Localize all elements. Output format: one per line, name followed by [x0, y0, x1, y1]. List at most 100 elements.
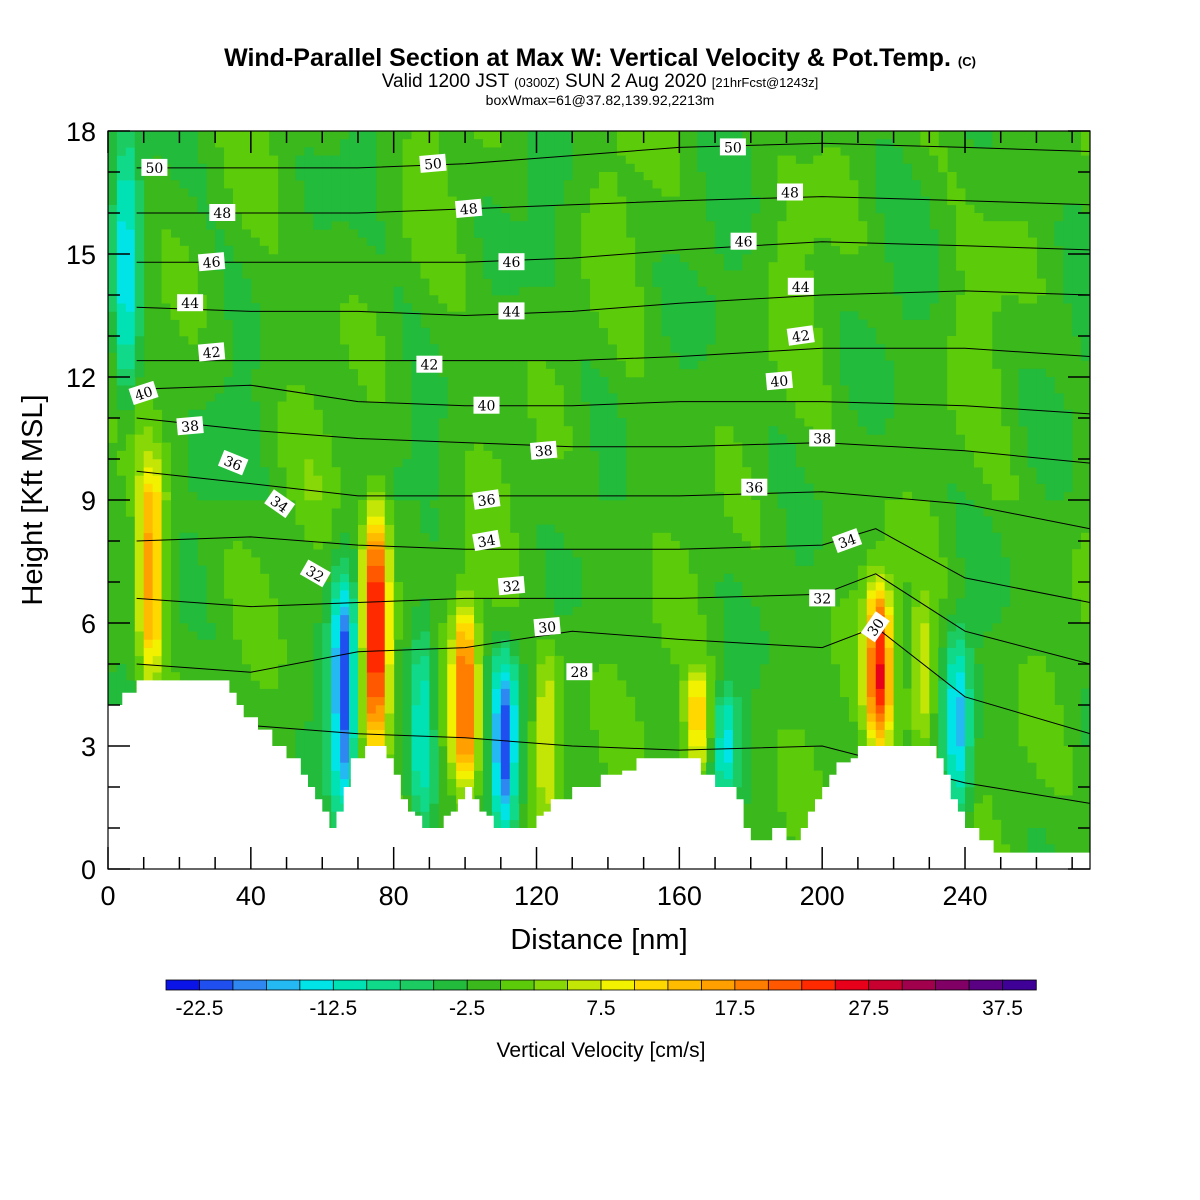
velocity-cell — [1018, 368, 1029, 427]
velocity-cell — [491, 672, 502, 689]
contour-label-box — [416, 355, 443, 373]
velocity-cell — [411, 606, 421, 640]
velocity-cell — [741, 467, 752, 542]
colorbar-swatch — [366, 979, 401, 991]
velocity-cell — [920, 131, 930, 148]
velocity-cell — [1036, 655, 1046, 780]
velocity-cell — [116, 180, 127, 222]
velocity-cell — [366, 672, 377, 698]
velocity-cell — [938, 647, 948, 681]
colorbar-tick-label: -22.5 — [176, 997, 224, 1020]
velocity-cell — [447, 614, 457, 640]
velocity-cell — [456, 254, 466, 312]
velocity-cell — [411, 639, 421, 665]
velocity-cell — [536, 131, 546, 287]
chart-title-main: Wind-Parallel Section at Max W: Vertical… — [224, 44, 951, 72]
velocity-cell — [1000, 426, 1011, 501]
velocity-cell — [206, 623, 216, 640]
velocity-cell — [474, 623, 484, 665]
contour-label-text: 44 — [792, 280, 810, 296]
velocity-cell — [108, 131, 118, 205]
contour-label: 48 — [777, 183, 803, 202]
x-tick-label: 200 — [800, 881, 845, 911]
velocity-cell — [456, 573, 466, 591]
velocity-cell — [357, 303, 368, 386]
velocity-cell — [813, 500, 823, 550]
contour-label-box — [529, 440, 558, 460]
velocity-cell — [947, 172, 957, 206]
velocity-cell — [366, 500, 377, 517]
velocity-cell — [1081, 213, 1090, 361]
velocity-cell — [313, 409, 323, 476]
velocity-cell — [732, 442, 743, 534]
velocity-cell — [420, 631, 430, 657]
velocity-cell — [456, 737, 466, 755]
velocity-cell — [750, 606, 761, 689]
velocity-cell — [375, 729, 386, 747]
velocity-cell — [715, 426, 725, 493]
velocity-cell — [866, 598, 877, 616]
velocity-cell — [590, 368, 600, 452]
contour-label: 32 — [299, 559, 331, 588]
x-tick-label: 0 — [100, 881, 115, 911]
contour-label-box — [472, 529, 501, 552]
velocity-cell — [875, 721, 886, 730]
velocity-cell — [456, 623, 466, 632]
velocity-cell — [875, 713, 886, 722]
box-wmax-text: boxWmax=61@37.82,139.92,2213m — [485, 92, 715, 108]
velocity-cell — [509, 639, 520, 657]
velocity-cell — [982, 221, 993, 484]
velocity-cell — [456, 787, 466, 804]
contour-label: 38 — [176, 416, 204, 436]
contour-label: 46 — [498, 253, 525, 271]
velocity-cell — [857, 631, 868, 706]
colorbar-swatch — [500, 979, 535, 991]
velocity-cell — [482, 131, 493, 148]
velocity-cell — [715, 582, 725, 599]
velocity-cell — [723, 696, 734, 706]
axis-ticks — [107, 130, 1090, 870]
velocity-cell — [259, 131, 270, 246]
contour-label: 32 — [809, 589, 836, 607]
velocity-cell — [831, 606, 841, 665]
velocity-cell — [375, 705, 386, 722]
colorbar-swatch — [935, 979, 970, 991]
contour-label-box — [831, 528, 863, 553]
velocity-cell — [697, 729, 707, 747]
contour-label-text: 38 — [813, 432, 831, 448]
velocity-cell — [250, 131, 261, 238]
velocity-cell — [357, 500, 368, 525]
y-tick-label: 9 — [81, 486, 96, 516]
contour-label: 30 — [533, 617, 561, 637]
velocity-cell — [920, 196, 930, 320]
velocity-cell — [340, 606, 350, 616]
velocity-cell — [429, 647, 439, 730]
velocity-cell — [188, 131, 198, 197]
velocity-cell — [545, 368, 555, 452]
colorbar-swatch — [165, 979, 201, 991]
colorbar-swatch — [567, 979, 602, 991]
velocity-cell — [554, 385, 564, 460]
velocity-cell — [500, 795, 511, 804]
velocity-cell — [143, 450, 154, 468]
contour-label-text: 42 — [791, 328, 811, 346]
velocity-cell — [866, 327, 877, 435]
contour-label-box — [741, 478, 768, 496]
contour-label-box — [197, 252, 226, 272]
x-tick-label: 120 — [514, 881, 559, 911]
velocity-cell — [465, 606, 475, 616]
velocity-cell — [161, 491, 171, 501]
contour-label-box — [454, 198, 483, 219]
velocity-cell — [375, 336, 386, 402]
velocity-cell — [509, 655, 520, 665]
velocity-cell — [938, 147, 948, 173]
velocity-cell — [795, 729, 805, 853]
contour-label-text: 32 — [502, 578, 521, 595]
contour-label-text: 32 — [813, 591, 831, 607]
velocity-cell — [482, 450, 493, 599]
velocity-cell — [322, 155, 332, 230]
velocity-cell — [143, 598, 154, 640]
contour-label-box — [730, 232, 757, 250]
contour-label-text: 48 — [213, 206, 231, 222]
isentrope-32 — [136, 573, 1090, 665]
